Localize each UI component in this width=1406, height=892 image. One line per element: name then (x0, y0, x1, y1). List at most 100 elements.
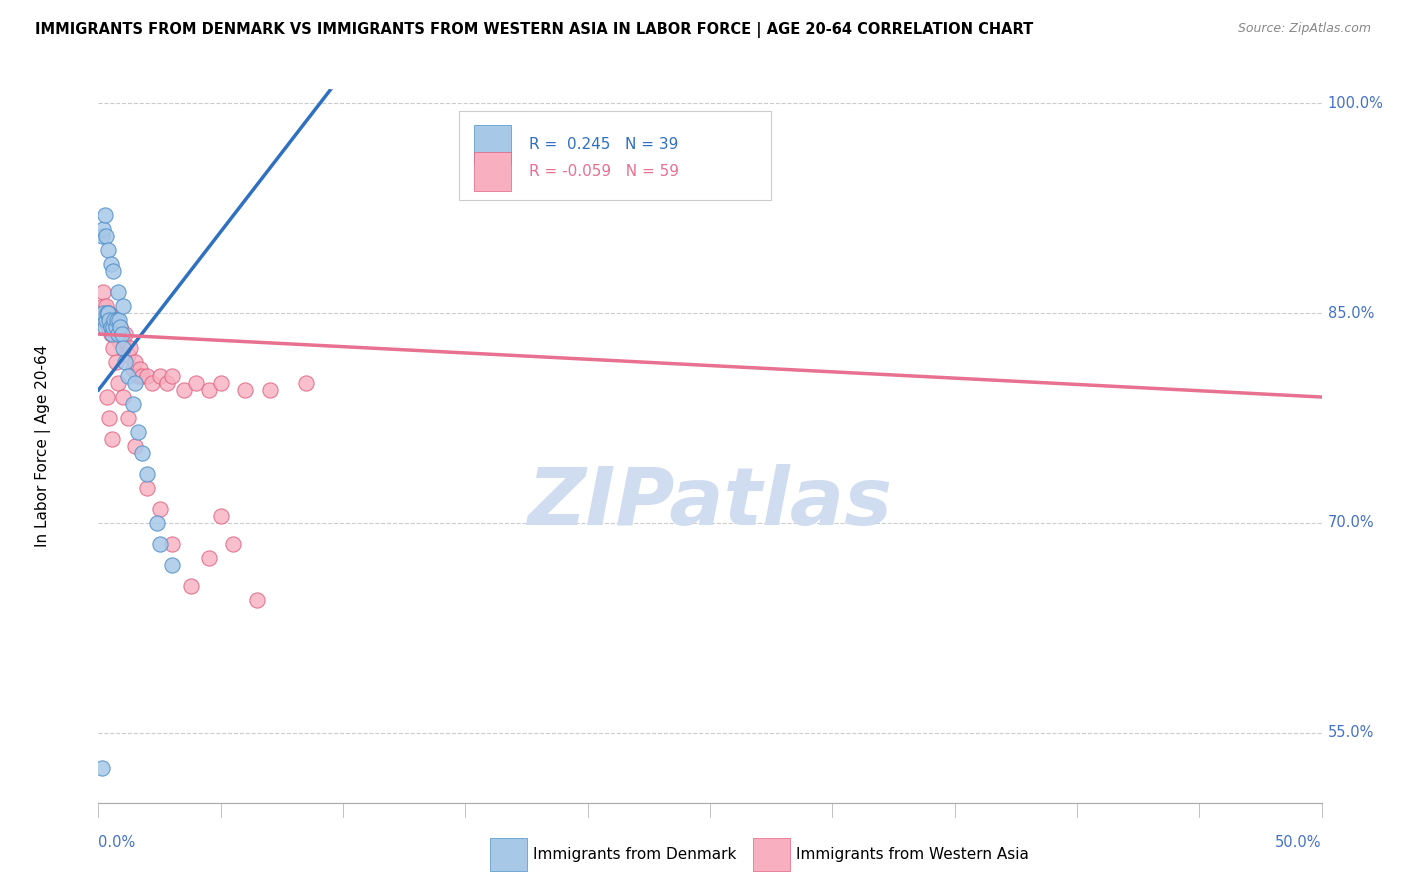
Point (97, 243, 120, 257)
Text: 50.0%: 50.0% (1275, 835, 1322, 850)
Point (98, 411, 121, 425)
Point (180, 579, 202, 593)
Point (108, 334, 131, 348)
Point (117, 369, 139, 384)
Point (146, 516, 169, 530)
Point (94, 313, 117, 327)
Point (197, 383, 219, 397)
Point (91, 313, 114, 327)
Point (94, 306, 117, 320)
Point (110, 320, 132, 334)
Point (100, 327, 122, 342)
Text: ZIPatlas: ZIPatlas (527, 464, 893, 542)
Point (111, 390, 134, 404)
Point (295, 376, 318, 390)
Point (114, 355, 136, 369)
Point (91, 761, 114, 775)
Point (117, 411, 139, 425)
Point (104, 327, 127, 342)
FancyBboxPatch shape (474, 152, 510, 191)
Point (111, 334, 134, 348)
Point (131, 369, 153, 384)
Point (233, 383, 256, 397)
Point (111, 341, 134, 355)
Point (124, 439, 146, 453)
Point (259, 383, 281, 397)
Text: R =  0.245   N = 39: R = 0.245 N = 39 (529, 137, 678, 152)
Point (136, 369, 159, 384)
Point (101, 313, 124, 327)
Point (98, 306, 121, 320)
Point (160, 369, 183, 384)
Text: 0.0%: 0.0% (98, 835, 135, 850)
Point (97, 306, 120, 320)
Point (141, 376, 163, 390)
Point (222, 537, 245, 551)
Text: R = -0.059   N = 59: R = -0.059 N = 59 (529, 164, 679, 179)
Point (105, 320, 128, 334)
Point (576, 159, 599, 173)
Point (93, 313, 115, 327)
Point (104, 355, 127, 369)
Point (121, 362, 143, 376)
Point (101, 264, 124, 278)
Point (120, 341, 142, 355)
Point (103, 313, 125, 327)
Point (91, 306, 114, 320)
Point (93, 320, 115, 334)
Point (91, 299, 114, 313)
Point (149, 537, 172, 551)
Point (97, 320, 120, 334)
Text: Immigrants from Denmark: Immigrants from Denmark (533, 847, 735, 863)
Point (121, 397, 143, 411)
Text: 100.0%: 100.0% (1327, 95, 1384, 111)
Point (129, 362, 152, 376)
Point (209, 508, 232, 523)
Point (101, 327, 124, 342)
FancyBboxPatch shape (752, 838, 790, 871)
Point (173, 383, 195, 397)
Point (103, 320, 125, 334)
Point (93, 208, 115, 222)
Point (96, 306, 118, 320)
Point (131, 446, 153, 460)
Point (114, 327, 136, 342)
Point (156, 376, 179, 390)
Point (91, 306, 114, 320)
Point (91, 830, 114, 845)
FancyBboxPatch shape (460, 111, 772, 200)
Point (94, 299, 117, 313)
Point (101, 327, 124, 342)
Point (160, 537, 183, 551)
Point (101, 341, 124, 355)
Point (107, 327, 129, 342)
Text: 85.0%: 85.0% (1327, 306, 1374, 320)
Point (100, 320, 122, 334)
Point (100, 320, 122, 334)
Point (111, 299, 134, 313)
Text: 55.0%: 55.0% (1327, 725, 1374, 740)
Point (101, 320, 124, 334)
Text: Immigrants from Western Asia: Immigrants from Western Asia (796, 847, 1029, 863)
Point (108, 313, 131, 327)
Point (136, 467, 159, 481)
Point (96, 390, 118, 404)
Point (91, 222, 114, 236)
Point (104, 320, 127, 334)
Point (124, 355, 146, 369)
Text: 70.0%: 70.0% (1327, 516, 1375, 531)
Point (91, 285, 114, 299)
Point (149, 502, 172, 516)
Point (111, 327, 134, 342)
Point (197, 550, 219, 565)
Point (107, 285, 129, 299)
Point (149, 369, 172, 384)
Point (246, 593, 269, 607)
Point (105, 313, 128, 327)
Point (107, 327, 129, 342)
Point (107, 376, 129, 390)
Point (186, 376, 208, 390)
Point (124, 376, 146, 390)
Point (209, 376, 232, 390)
Point (100, 257, 122, 271)
